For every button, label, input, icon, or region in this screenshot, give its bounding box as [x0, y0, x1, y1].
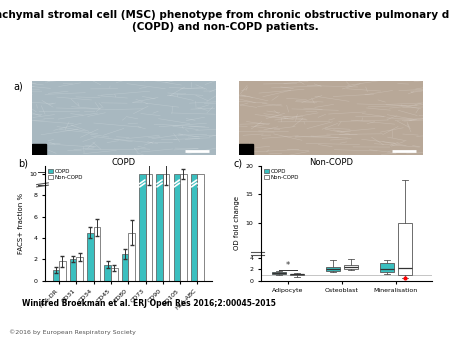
Bar — [238, 144, 253, 155]
Bar — [32, 144, 46, 155]
Bar — [139, 174, 145, 281]
Legend: COPD, Non-COPD: COPD, Non-COPD — [48, 168, 84, 180]
Bar — [53, 270, 59, 281]
PathPatch shape — [398, 223, 412, 275]
Text: c): c) — [234, 159, 243, 169]
Y-axis label: OD fold change: OD fold change — [234, 196, 240, 250]
Text: ©2016 by European Respiratory Society: ©2016 by European Respiratory Society — [9, 329, 136, 335]
Bar — [128, 233, 135, 281]
Bar — [174, 174, 180, 281]
Bar — [163, 174, 169, 281]
Bar — [70, 259, 76, 281]
PathPatch shape — [344, 265, 358, 269]
PathPatch shape — [272, 272, 286, 274]
Bar — [76, 257, 83, 281]
PathPatch shape — [290, 274, 304, 275]
PathPatch shape — [326, 267, 340, 271]
Bar — [180, 174, 187, 281]
Text: Mesenchymal stromal cell (MSC) phenotype from chronic obstructive pulmonary dise: Mesenchymal stromal cell (MSC) phenotype… — [0, 10, 450, 32]
Text: a): a) — [14, 81, 23, 91]
Y-axis label: FACS+ fraction %: FACS+ fraction % — [18, 193, 24, 254]
Bar — [198, 174, 204, 281]
X-axis label: Non-COPD: Non-COPD — [309, 158, 353, 167]
Bar — [145, 174, 152, 281]
Text: Winifred Broekman et al. ERJ Open Res 2016;2:00045-2015: Winifred Broekman et al. ERJ Open Res 20… — [22, 299, 276, 308]
PathPatch shape — [380, 263, 394, 272]
Bar — [104, 265, 111, 281]
Bar — [94, 227, 100, 281]
Bar — [156, 174, 163, 281]
Bar — [87, 233, 94, 281]
Bar — [191, 174, 198, 281]
Bar — [111, 268, 117, 281]
Bar — [122, 254, 128, 281]
Legend: COPD, Non-COPD: COPD, Non-COPD — [264, 168, 300, 180]
Bar — [59, 261, 66, 281]
X-axis label: COPD: COPD — [112, 158, 136, 167]
Text: b): b) — [18, 159, 28, 169]
Text: *: * — [286, 261, 290, 269]
